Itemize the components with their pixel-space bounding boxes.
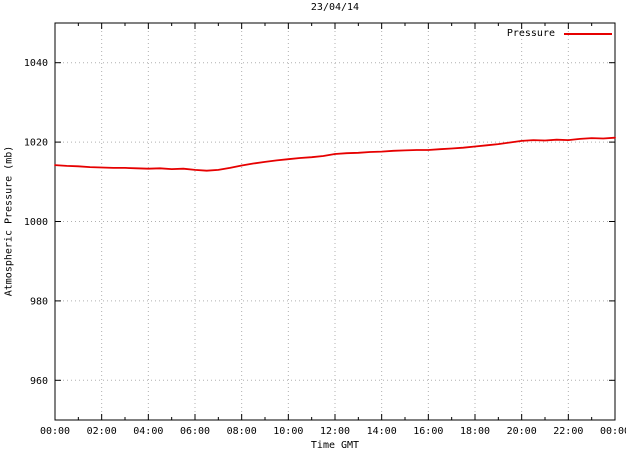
x-axis-label: Time GMT	[310, 440, 360, 451]
svg-text:22:00: 22:00	[553, 426, 583, 437]
svg-text:1040: 1040	[24, 58, 48, 69]
svg-text:980: 980	[30, 296, 48, 307]
svg-text:00:00: 00:00	[40, 426, 70, 437]
chart-title: 23/04/14	[310, 2, 360, 13]
svg-text:02:00: 02:00	[87, 426, 117, 437]
svg-text:16:00: 16:00	[413, 426, 443, 437]
svg-text:06:00: 06:00	[180, 426, 210, 437]
svg-text:12:00: 12:00	[320, 426, 350, 437]
svg-text:18:00: 18:00	[460, 426, 490, 437]
svg-text:1000: 1000	[24, 217, 48, 228]
legend-line-sample	[564, 32, 612, 35]
legend-label: Pressure	[506, 28, 555, 39]
svg-text:960: 960	[30, 376, 48, 387]
svg-text:04:00: 04:00	[133, 426, 163, 437]
svg-text:08:00: 08:00	[227, 426, 257, 437]
svg-text:00:00: 00:00	[600, 426, 626, 437]
svg-text:20:00: 20:00	[507, 426, 537, 437]
svg-text:1020: 1020	[24, 138, 48, 149]
legend: Pressure	[507, 28, 612, 39]
svg-text:14:00: 14:00	[367, 426, 397, 437]
svg-text:10:00: 10:00	[273, 426, 303, 437]
